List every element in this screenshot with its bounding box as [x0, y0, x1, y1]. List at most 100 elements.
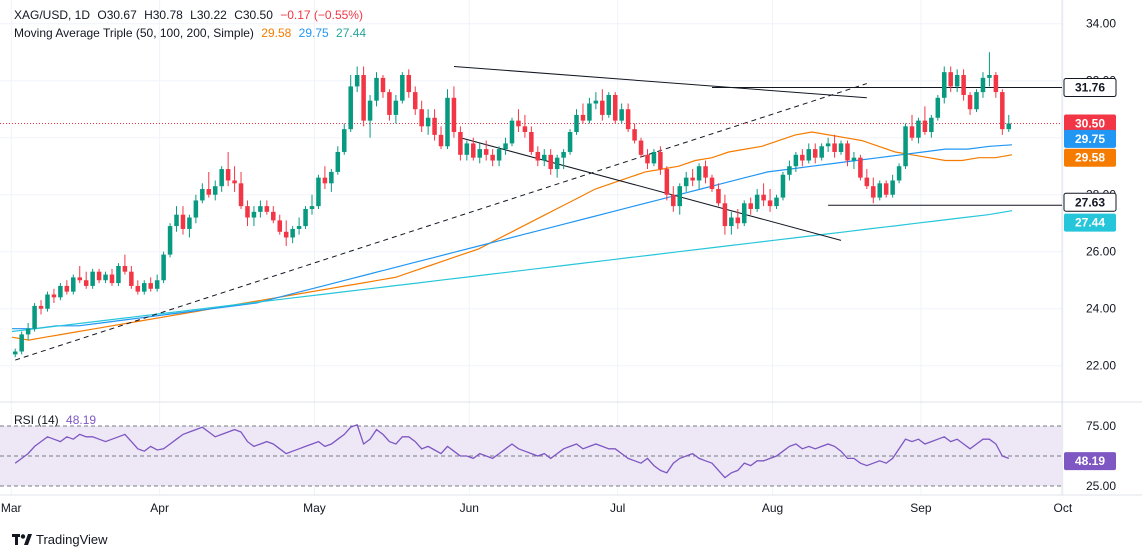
candle-body: [496, 149, 502, 161]
tradingview-logo[interactable]: TradingView: [12, 532, 108, 547]
candle-body: [148, 283, 153, 289]
candle-body: [109, 274, 115, 284]
candle-body: [561, 151, 566, 158]
candle-body: [787, 166, 792, 175]
candle-body: [709, 177, 715, 190]
price-badge: 30.50: [1075, 116, 1105, 130]
candle-body: [271, 211, 276, 221]
grid: [0, 0, 1142, 496]
logo-text: TradingView: [36, 532, 108, 547]
candle-body: [671, 194, 676, 207]
candle-body: [993, 75, 999, 93]
candle-body: [748, 203, 753, 209]
candle-body: [974, 92, 979, 110]
candle-body: [348, 86, 353, 130]
candle-body: [283, 231, 289, 238]
month-tick-label: Jun: [460, 501, 479, 515]
ma100-value: 29.75: [298, 26, 329, 40]
candle-body: [858, 157, 863, 178]
candle-body: [664, 169, 670, 195]
candle-body: [432, 117, 437, 135]
ma-header: Moving Average Triple (50, 100, 200, Sim…: [14, 26, 370, 40]
candle-body: [251, 211, 257, 218]
candle-body: [71, 277, 76, 292]
candle-body: [174, 214, 179, 227]
candle-body: [219, 169, 224, 187]
close-value: C30.50: [234, 8, 273, 22]
candle-body: [529, 132, 534, 152]
month-tick-label: Aug: [762, 501, 783, 515]
candle-body: [922, 120, 928, 133]
candle-body: [677, 186, 682, 207]
candle-body: [135, 285, 141, 292]
candle-body: [948, 72, 953, 87]
rsi-label[interactable]: RSI (14): [14, 413, 59, 427]
candle-body: [38, 305, 44, 309]
candle-body: [851, 157, 857, 161]
symbol-label[interactable]: XAG/USD, 1D: [14, 8, 91, 22]
candle-body: [690, 177, 695, 181]
candle-body: [729, 217, 734, 227]
tradingview-icon: [12, 533, 32, 545]
candle-body: [651, 151, 657, 164]
candle-body: [896, 166, 902, 181]
candle-body: [812, 149, 818, 158]
candle-body: [264, 206, 270, 212]
candle-body: [593, 100, 599, 104]
rsi-badge: 48.19: [1075, 454, 1105, 468]
candle-body: [206, 189, 212, 195]
candle-body: [296, 226, 302, 229]
month-tick-label: Apr: [150, 501, 169, 515]
candle-body: [212, 186, 218, 195]
candle-body: [1000, 92, 1005, 130]
candle-body: [393, 100, 399, 115]
candle-body: [277, 220, 282, 232]
price-badge-bg: [1063, 78, 1117, 98]
candle-body: [548, 154, 553, 170]
candle-body: [387, 92, 392, 115]
candle-body: [580, 114, 586, 121]
candle-body: [19, 334, 24, 352]
candle-body: [471, 143, 476, 158]
candle-body: [509, 120, 515, 144]
candle-body: [322, 177, 328, 184]
candle-body: [703, 166, 708, 178]
candle-body: [245, 206, 250, 218]
price-badge: 29.75: [1075, 132, 1105, 146]
candle-body: [780, 174, 786, 198]
candle-body: [935, 97, 941, 118]
rsi-tick-label: 25.00: [1086, 479, 1116, 493]
candle-body: [587, 103, 592, 121]
candle-body: [180, 214, 186, 229]
price-badge: 29.58: [1075, 151, 1105, 165]
candle-body: [761, 194, 766, 201]
rsi-band: [0, 426, 1062, 486]
candle-body: [51, 294, 57, 298]
candle-body: [412, 92, 418, 110]
price-badge: 31.76: [1075, 81, 1105, 95]
rsi-tick-label: 75.00: [1086, 419, 1116, 433]
candle-body: [658, 151, 663, 170]
ma-label[interactable]: Moving Average Triple (50, 100, 200, Sim…: [14, 26, 254, 40]
candle-body: [445, 97, 450, 147]
candle-body: [774, 197, 779, 207]
candle-body: [806, 149, 812, 161]
candle-body: [77, 277, 82, 281]
candle-body: [238, 183, 244, 207]
month-tick-label: Oct: [1054, 501, 1073, 515]
candle-body: [987, 75, 992, 78]
candle-body: [58, 285, 63, 298]
moving-average-lines: [11, 131, 1013, 341]
candle-body: [909, 126, 915, 138]
candle-body: [200, 189, 205, 201]
candle-body: [32, 305, 37, 329]
candle-body: [625, 109, 631, 130]
price-badge: 27.44: [1075, 216, 1105, 230]
candle-body: [554, 157, 560, 170]
candle-body: [335, 151, 341, 172]
candle-body: [374, 77, 379, 101]
candle-body: [90, 271, 95, 286]
candle-body: [380, 77, 386, 93]
candle-body: [883, 183, 889, 195]
